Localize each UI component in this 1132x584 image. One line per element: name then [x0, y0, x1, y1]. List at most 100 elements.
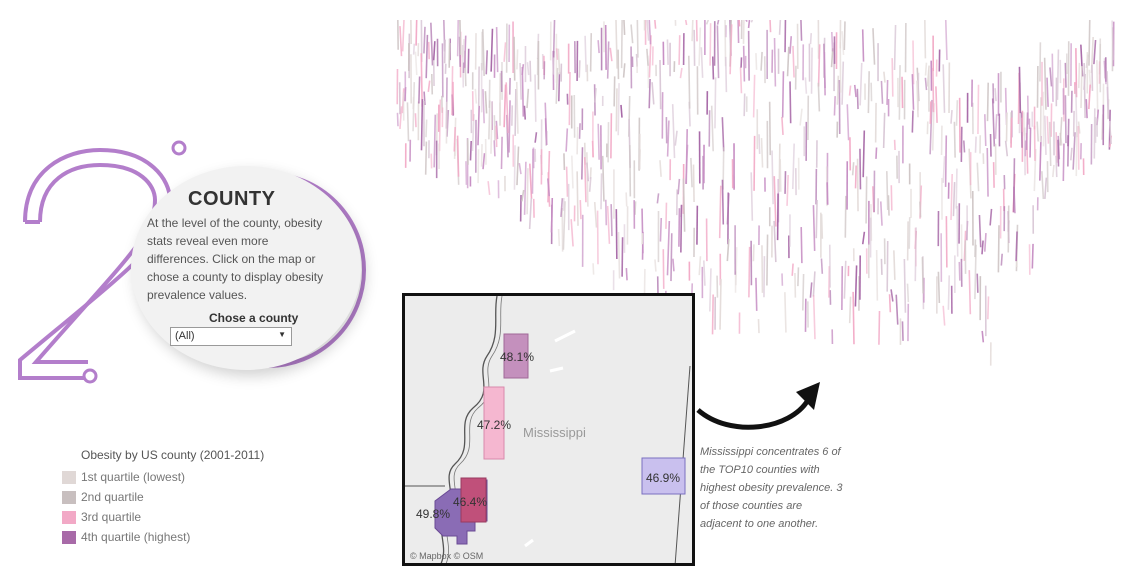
county-spike[interactable] [710, 105, 714, 152]
county-spike[interactable] [955, 100, 959, 126]
county-spike[interactable] [851, 162, 855, 176]
county-spike[interactable] [508, 100, 511, 153]
county-spike[interactable] [493, 115, 496, 141]
county-spike[interactable] [875, 249, 879, 301]
county-spike[interactable] [552, 20, 556, 58]
county-spike[interactable] [867, 71, 870, 114]
county-spike[interactable] [804, 77, 808, 94]
us-county-spike-map[interactable] [392, 20, 1122, 410]
county-spike[interactable] [924, 20, 927, 59]
county-spike[interactable] [423, 26, 426, 54]
county-spike[interactable] [852, 291, 855, 345]
county-spike[interactable] [516, 146, 520, 186]
county-spike[interactable] [518, 163, 522, 175]
county-spike[interactable] [799, 108, 803, 126]
county-spike[interactable] [562, 201, 566, 250]
county-dropdown[interactable]: (All) ▼ [170, 327, 292, 346]
county-spike[interactable] [514, 89, 517, 136]
county-spike[interactable] [955, 168, 958, 209]
county-spike[interactable] [666, 220, 671, 276]
county-spike[interactable] [1111, 20, 1115, 61]
county-spike[interactable] [1041, 171, 1045, 200]
county-spike[interactable] [820, 214, 824, 239]
county-spike[interactable] [859, 148, 862, 190]
county-spike[interactable] [935, 86, 938, 123]
county-spike[interactable] [679, 67, 683, 79]
county-spike[interactable] [423, 91, 426, 106]
county-spike[interactable] [487, 181, 491, 195]
county-spike[interactable] [711, 294, 714, 335]
county-spike[interactable] [646, 20, 650, 41]
county-spike[interactable] [565, 128, 569, 152]
county-spike[interactable] [482, 29, 485, 76]
county-spike[interactable] [781, 71, 785, 118]
county-spike[interactable] [425, 119, 428, 138]
county-spike[interactable] [526, 62, 530, 76]
map-attribution[interactable]: © Mapbox © OSM [410, 551, 484, 561]
county-spike[interactable] [589, 33, 593, 72]
county-spike[interactable] [844, 195, 847, 238]
county-spike[interactable] [656, 193, 660, 204]
county-spike[interactable] [588, 176, 592, 192]
county-spike[interactable] [698, 256, 702, 276]
county-spike[interactable] [427, 80, 431, 92]
county-spike[interactable] [615, 20, 618, 69]
county-spike[interactable] [705, 20, 710, 25]
county-spike[interactable] [947, 275, 951, 310]
county-spike[interactable] [560, 198, 564, 217]
county-spike[interactable] [950, 174, 953, 221]
county-spike[interactable] [766, 234, 769, 286]
county-spike[interactable] [942, 305, 946, 326]
county-spike[interactable] [760, 51, 763, 71]
county-spike[interactable] [994, 114, 998, 139]
county-spike[interactable] [983, 232, 987, 252]
county-spike[interactable] [791, 263, 794, 276]
county-spike[interactable] [1077, 62, 1081, 89]
county-spike[interactable] [718, 185, 722, 239]
county-spike[interactable] [968, 270, 972, 315]
county-spike[interactable] [950, 109, 953, 124]
county-spike[interactable] [1018, 66, 1022, 114]
county-spike[interactable] [534, 74, 537, 122]
county-spike[interactable] [911, 110, 914, 133]
county-spike[interactable] [886, 240, 889, 292]
county-spike[interactable] [989, 208, 993, 226]
county-spike[interactable] [606, 205, 611, 244]
county-spike[interactable] [987, 296, 990, 320]
county-spike[interactable] [789, 36, 793, 54]
county-spike[interactable] [747, 20, 751, 29]
county-spike[interactable] [912, 40, 915, 85]
county-spike[interactable] [698, 27, 702, 66]
county-shape[interactable] [460, 477, 487, 523]
county-spike[interactable] [991, 98, 996, 147]
county-spike[interactable] [1048, 121, 1052, 167]
county-spike[interactable] [1103, 60, 1107, 85]
county-spike[interactable] [547, 178, 551, 197]
county-spike[interactable] [895, 294, 899, 325]
county-spike[interactable] [485, 50, 489, 75]
county-spike[interactable] [1093, 39, 1097, 65]
county-spike[interactable] [952, 182, 956, 217]
county-spike[interactable] [883, 71, 886, 83]
county-spike[interactable] [430, 22, 434, 66]
county-spike[interactable] [600, 173, 603, 210]
county-spike[interactable] [691, 20, 694, 42]
county-spike[interactable] [716, 25, 720, 79]
county-spike[interactable] [448, 42, 451, 68]
county-spike[interactable] [848, 296, 852, 324]
county-spike[interactable] [921, 257, 924, 294]
county-spike[interactable] [924, 77, 928, 91]
county-spike[interactable] [812, 205, 816, 251]
county-spike[interactable] [843, 260, 847, 299]
county-spike[interactable] [610, 204, 613, 237]
county-spike[interactable] [1015, 231, 1018, 262]
county-spike[interactable] [505, 82, 509, 134]
county-spike[interactable] [739, 67, 743, 94]
county-spike[interactable] [593, 201, 598, 228]
county-spike[interactable] [636, 20, 639, 58]
county-spike[interactable] [984, 114, 987, 147]
county-spike[interactable] [735, 247, 738, 286]
county-spike[interactable] [586, 152, 589, 207]
county-spike[interactable] [797, 267, 800, 287]
county-spike[interactable] [685, 129, 688, 184]
